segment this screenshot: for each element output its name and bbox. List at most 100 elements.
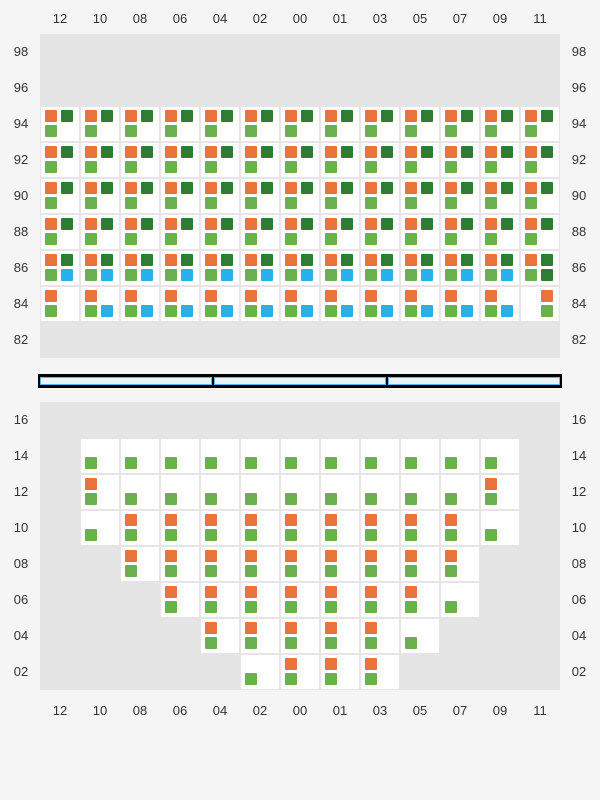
seat-cell[interactable]	[280, 250, 320, 286]
seat-cell[interactable]	[280, 546, 320, 582]
seat-cell[interactable]	[400, 250, 440, 286]
seat-cell[interactable]	[480, 438, 520, 474]
seat-cell[interactable]	[200, 250, 240, 286]
seat-cell[interactable]	[440, 322, 480, 358]
seat-cell[interactable]	[400, 618, 440, 654]
seat-cell[interactable]	[520, 474, 560, 510]
seat-cell[interactable]	[280, 178, 320, 214]
seat-cell[interactable]	[40, 582, 80, 618]
seat-cell[interactable]	[40, 178, 80, 214]
seat-cell[interactable]	[160, 142, 200, 178]
seat-cell[interactable]	[440, 654, 480, 690]
seat-cell[interactable]	[280, 402, 320, 438]
seat-cell[interactable]	[160, 214, 200, 250]
seat-cell[interactable]	[80, 510, 120, 546]
seat-cell[interactable]	[320, 106, 360, 142]
seat-cell[interactable]	[400, 402, 440, 438]
seat-cell[interactable]	[400, 34, 440, 70]
seat-cell[interactable]	[360, 618, 400, 654]
seat-cell[interactable]	[80, 402, 120, 438]
seat-cell[interactable]	[480, 34, 520, 70]
seat-cell[interactable]	[120, 286, 160, 322]
seat-cell[interactable]	[360, 402, 400, 438]
seat-cell[interactable]	[120, 250, 160, 286]
seat-cell[interactable]	[160, 322, 200, 358]
seat-cell[interactable]	[480, 286, 520, 322]
seat-cell[interactable]	[360, 106, 400, 142]
seat-cell[interactable]	[480, 250, 520, 286]
seat-cell[interactable]	[400, 178, 440, 214]
seat-cell[interactable]	[360, 474, 400, 510]
seat-cell[interactable]	[80, 214, 120, 250]
seat-cell[interactable]	[320, 178, 360, 214]
seat-cell[interactable]	[120, 654, 160, 690]
seat-cell[interactable]	[40, 106, 80, 142]
seat-cell[interactable]	[40, 546, 80, 582]
seat-cell[interactable]	[240, 70, 280, 106]
seat-cell[interactable]	[120, 474, 160, 510]
seat-cell[interactable]	[200, 582, 240, 618]
seat-cell[interactable]	[320, 618, 360, 654]
seat-cell[interactable]	[200, 286, 240, 322]
seat-cell[interactable]	[520, 438, 560, 474]
seat-cell[interactable]	[440, 474, 480, 510]
seat-cell[interactable]	[400, 322, 440, 358]
seat-cell[interactable]	[120, 582, 160, 618]
seat-cell[interactable]	[360, 546, 400, 582]
seat-cell[interactable]	[80, 322, 120, 358]
seat-cell[interactable]	[120, 402, 160, 438]
seat-cell[interactable]	[360, 70, 400, 106]
seat-cell[interactable]	[320, 402, 360, 438]
seat-cell[interactable]	[480, 654, 520, 690]
seat-cell[interactable]	[200, 214, 240, 250]
seat-cell[interactable]	[400, 286, 440, 322]
seat-cell[interactable]	[440, 286, 480, 322]
seat-cell[interactable]	[160, 618, 200, 654]
seat-cell[interactable]	[40, 510, 80, 546]
seat-cell[interactable]	[480, 322, 520, 358]
seat-cell[interactable]	[200, 322, 240, 358]
seat-cell[interactable]	[200, 546, 240, 582]
seat-cell[interactable]	[280, 654, 320, 690]
seat-cell[interactable]	[360, 286, 400, 322]
seat-cell[interactable]	[80, 106, 120, 142]
seat-cell[interactable]	[280, 70, 320, 106]
seat-cell[interactable]	[360, 322, 400, 358]
seat-cell[interactable]	[200, 106, 240, 142]
seat-cell[interactable]	[200, 474, 240, 510]
seat-cell[interactable]	[520, 70, 560, 106]
seat-cell[interactable]	[80, 34, 120, 70]
seat-cell[interactable]	[160, 178, 200, 214]
seat-cell[interactable]	[360, 214, 400, 250]
seat-cell[interactable]	[80, 286, 120, 322]
seat-cell[interactable]	[360, 510, 400, 546]
seat-cell[interactable]	[360, 582, 400, 618]
seat-cell[interactable]	[280, 142, 320, 178]
seat-cell[interactable]	[400, 106, 440, 142]
seat-cell[interactable]	[240, 510, 280, 546]
seat-cell[interactable]	[520, 510, 560, 546]
seat-cell[interactable]	[320, 214, 360, 250]
seat-cell[interactable]	[80, 654, 120, 690]
seat-cell[interactable]	[520, 582, 560, 618]
seat-cell[interactable]	[400, 510, 440, 546]
seat-cell[interactable]	[480, 618, 520, 654]
seat-cell[interactable]	[320, 70, 360, 106]
seat-cell[interactable]	[80, 618, 120, 654]
seat-cell[interactable]	[120, 34, 160, 70]
seat-cell[interactable]	[520, 618, 560, 654]
seat-cell[interactable]	[480, 214, 520, 250]
seat-cell[interactable]	[80, 474, 120, 510]
seat-cell[interactable]	[520, 214, 560, 250]
seat-cell[interactable]	[40, 34, 80, 70]
seat-cell[interactable]	[440, 250, 480, 286]
seat-cell[interactable]	[520, 322, 560, 358]
seat-cell[interactable]	[360, 178, 400, 214]
seat-cell[interactable]	[280, 106, 320, 142]
seat-cell[interactable]	[480, 546, 520, 582]
seat-cell[interactable]	[40, 474, 80, 510]
seat-cell[interactable]	[400, 654, 440, 690]
seat-cell[interactable]	[360, 34, 400, 70]
seat-cell[interactable]	[320, 34, 360, 70]
seat-cell[interactable]	[240, 654, 280, 690]
